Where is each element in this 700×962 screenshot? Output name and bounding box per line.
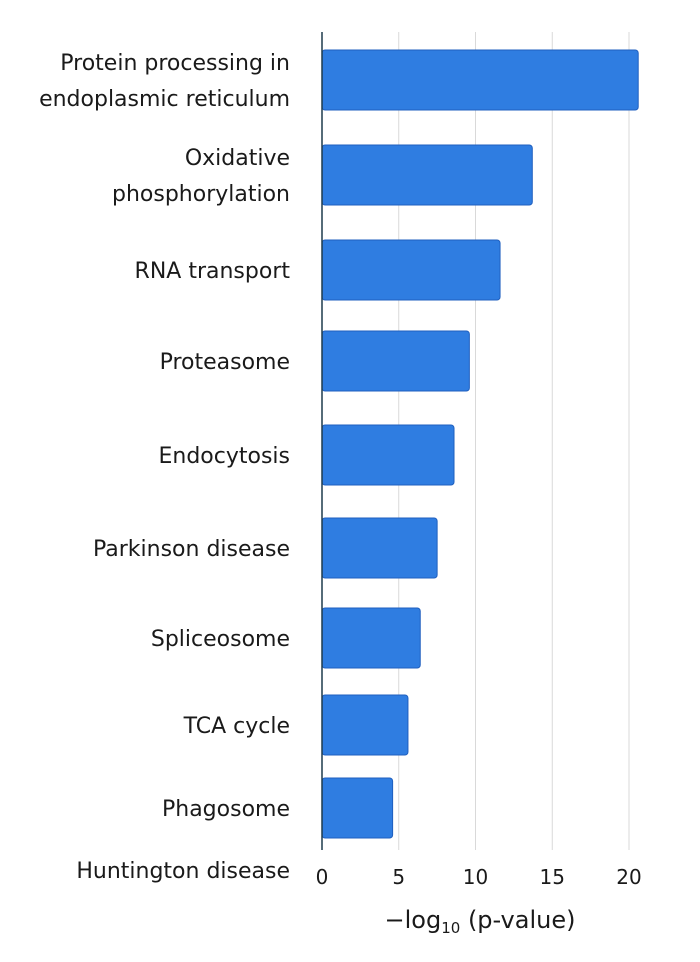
category-label-line: endoplasmic reticulum [39,87,290,112]
x-tick-label: 20 [616,865,641,889]
category-label-line: Endocytosis [158,444,290,469]
category-label: Protein processing in endoplasmic reticul… [39,51,290,112]
category-label: Proteasome [160,350,290,375]
category-label-line: Spliceosome [151,627,290,652]
x-axis-title-prefix: −log [385,906,442,934]
bar [321,330,470,392]
category-label-layer: Protein processing in endoplasmic reticul… [39,51,290,884]
x-tick-label: 10 [463,865,488,889]
bar [321,49,639,111]
category-label-line: Huntington disease [76,859,290,884]
category-label: Spliceosome [151,627,290,652]
category-label: Phagosome [162,797,290,822]
category-label-line: RNA transport [135,259,291,284]
x-tick-label: 0 [316,865,329,889]
category-label-line: Parkinson disease [93,537,290,562]
category-label: Huntington disease [76,859,290,884]
bar-layer [321,49,639,839]
category-label: RNA transport [135,259,291,284]
x-axis-title: −log10 (p-value) [385,906,576,937]
category-label: Endocytosis [158,444,290,469]
category-label-line: phosphorylation [112,182,290,207]
category-label: Oxidative phosphorylation [112,146,290,207]
x-axis-title-subscript: 10 [441,919,460,937]
category-label-line: TCA cycle [183,714,290,739]
bar [321,424,455,486]
category-label: Parkinson disease [93,537,290,562]
x-tick-label: 15 [540,865,565,889]
x-tick-layer: 0 5 10 15 20 [316,865,642,889]
bar [321,517,438,579]
x-tick-label: 5 [392,865,405,889]
category-label-line: Phagosome [162,797,290,822]
bar [321,239,501,301]
category-label: TCA cycle [183,714,290,739]
bar [321,694,409,756]
category-label-line: Proteasome [160,350,290,375]
x-axis-title-suffix: (p-value) [460,906,575,934]
bar [321,607,421,669]
bar [321,144,533,206]
category-label-line: Protein processing in [60,51,290,76]
bar [321,777,394,839]
category-label-line: Oxidative [185,146,290,171]
